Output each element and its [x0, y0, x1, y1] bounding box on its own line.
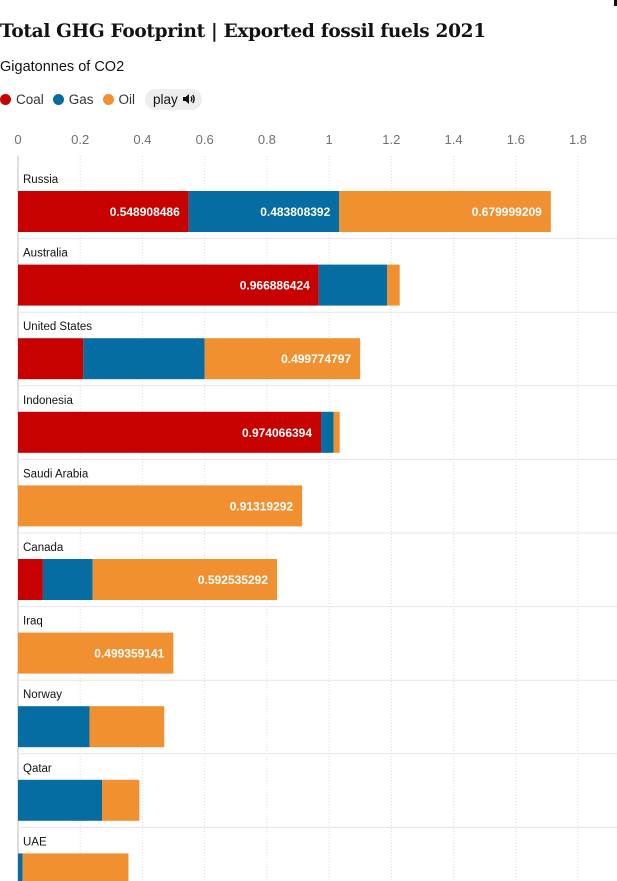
bar-oil: [89, 706, 165, 748]
bar-gas: [18, 779, 102, 821]
x-tick-label: 1.4: [445, 132, 463, 147]
category-label: Norway: [23, 689, 62, 701]
x-tick-label: 0.6: [196, 132, 214, 147]
x-tick-label: 0: [14, 132, 21, 147]
legend-label-oil: Oil: [118, 91, 136, 107]
category-label: Saudi Arabia: [23, 468, 89, 480]
bar-oil: [18, 485, 303, 527]
category-label: Indonesia: [23, 395, 73, 407]
bar-oil: [333, 411, 340, 453]
x-tick-label: 0.2: [71, 132, 89, 147]
play-label: play: [153, 91, 178, 107]
chart-title: Total GHG Footprint | Exported fossil fu…: [0, 21, 486, 42]
bar-coal: [18, 338, 84, 380]
bar-oil: [22, 853, 129, 881]
bar-coal: [18, 191, 189, 232]
bar-chart: 0 0.2 0.4 0.6 0.8 1 1.2 1.4 1.6 1.8 Russia 0.548908…: [14, 132, 617, 881]
category-label: UAE: [23, 836, 47, 848]
legend-swatch-gas: [52, 93, 64, 105]
data-label-oil: 0.499359141: [94, 647, 164, 661]
top-right-marker: [614, 0, 617, 6]
category-label: Australia: [23, 248, 68, 260]
data-label-oil: 0.499774797: [281, 352, 351, 366]
bar-oil: [339, 191, 551, 232]
bar-coal: [18, 411, 322, 453]
bar-oil: [387, 264, 400, 306]
legend-swatch-oil: [102, 93, 114, 105]
bar-oil: [92, 559, 278, 600]
bar-oil: [102, 779, 140, 821]
x-tick-label: 1.6: [507, 132, 525, 147]
bar-coal: [18, 559, 43, 600]
bar-oil: [18, 632, 174, 674]
data-label-coal: 0.974066394: [242, 426, 312, 440]
speaker-icon: [182, 94, 195, 104]
x-tick-label: 0.8: [258, 132, 276, 147]
bar-gas: [42, 559, 93, 600]
category-label: Iraq: [23, 616, 43, 628]
bar-oil: [204, 338, 361, 380]
bar-gas: [188, 191, 340, 232]
legend-label-gas: Gas: [68, 91, 94, 107]
bar-gas: [83, 338, 205, 380]
bar-gas: [18, 853, 23, 881]
data-label-gas: 0.483808392: [260, 205, 330, 219]
x-tick-label: 1.2: [382, 132, 400, 147]
legend-item-gas: Gas: [52, 91, 94, 107]
data-label-coal: 0.966886424: [240, 279, 310, 293]
data-label-oil: 0.679999209: [472, 205, 542, 219]
legend-swatch-coal: [0, 93, 11, 105]
bar-gas: [321, 411, 334, 453]
category-label: Qatar: [23, 763, 52, 775]
legend-item-oil: Oil: [102, 91, 136, 107]
x-tick-label: 1.8: [569, 132, 587, 147]
category-label: Russia: [23, 174, 59, 186]
x-tick-label: 0.4: [133, 132, 151, 147]
chart-subtitle: Gigatonnes of CO2: [0, 59, 125, 75]
play-button[interactable]: play: [145, 88, 202, 110]
legend: Coal Gas Oil play: [0, 88, 202, 110]
legend-item-coal: Coal: [0, 92, 44, 107]
bar-gas: [18, 706, 90, 748]
legend-label-coal: Coal: [16, 91, 44, 107]
data-label-oil: 0.91319292: [230, 499, 294, 513]
data-label-coal: 0.548908486: [110, 205, 180, 219]
data-label-oil: 0.592535292: [198, 573, 268, 587]
category-label: Canada: [23, 542, 64, 554]
bar-gas: [318, 264, 388, 306]
x-tick-label: 1: [325, 132, 332, 147]
category-label: United States: [23, 321, 92, 333]
bar-coal: [18, 264, 319, 306]
